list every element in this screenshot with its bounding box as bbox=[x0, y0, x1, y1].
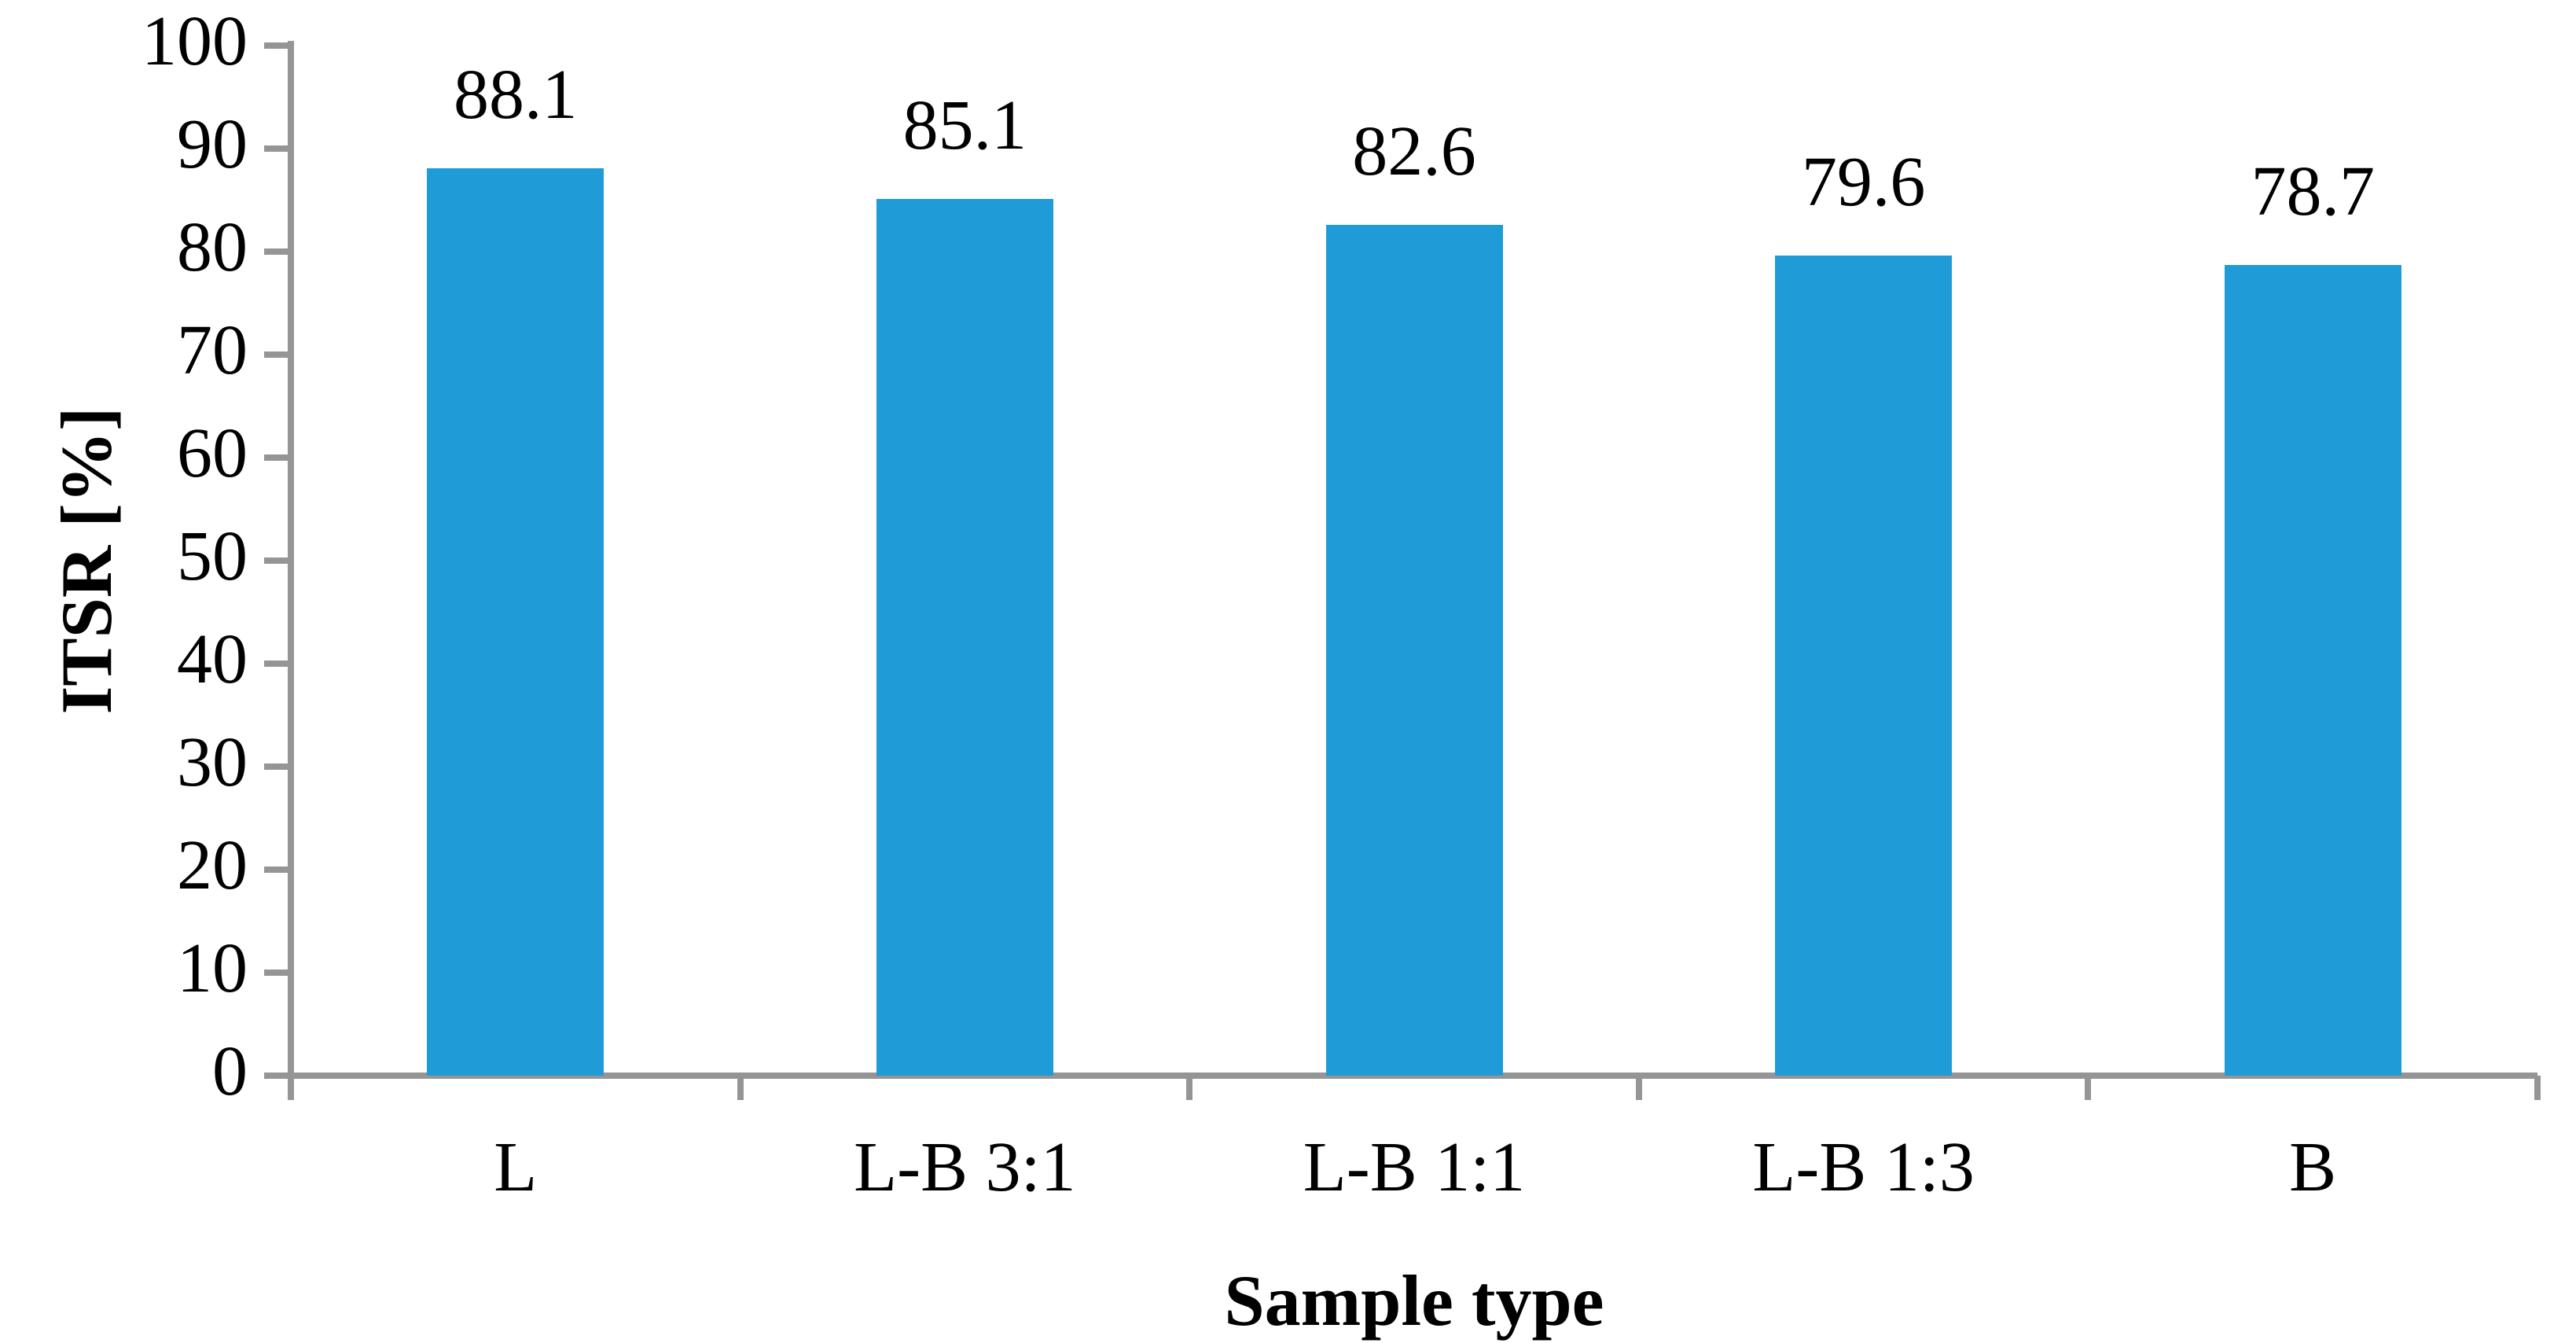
data-label-L-B 1:3: 79.6 bbox=[1801, 143, 1926, 222]
y-tick bbox=[264, 970, 288, 976]
bar-L-B 3:1 bbox=[876, 199, 1053, 1076]
y-tick bbox=[264, 557, 288, 564]
data-label-L-B 3:1: 85.1 bbox=[902, 86, 1027, 165]
x-tick bbox=[2085, 1076, 2092, 1100]
y-tick bbox=[264, 1073, 288, 1079]
category-label-B: B bbox=[2289, 1128, 2337, 1206]
category-label-L-B 1:3: L-B 1:3 bbox=[1752, 1128, 1975, 1206]
y-tick-label: 70 bbox=[177, 311, 248, 389]
y-tick-label: 100 bbox=[141, 2, 248, 80]
y-tick-label: 60 bbox=[177, 414, 248, 492]
x-tick bbox=[1186, 1076, 1193, 1100]
bar-L-B 1:3 bbox=[1775, 256, 1953, 1076]
y-axis-line bbox=[288, 41, 294, 1100]
y-tick-label: 0 bbox=[212, 1032, 248, 1110]
data-label-B: 78.7 bbox=[2251, 153, 2375, 231]
x-tick bbox=[2534, 1076, 2541, 1100]
y-tick-label: 40 bbox=[177, 620, 248, 698]
data-label-L: 88.1 bbox=[454, 55, 578, 134]
x-tick bbox=[1635, 1076, 1642, 1100]
y-tick-label: 50 bbox=[177, 517, 248, 595]
y-tick-label: 90 bbox=[177, 105, 248, 183]
y-tick-label: 80 bbox=[177, 208, 248, 286]
y-tick-label: 10 bbox=[177, 929, 248, 1007]
bar-L bbox=[427, 167, 604, 1076]
y-tick bbox=[264, 660, 288, 667]
y-tick bbox=[264, 42, 288, 49]
y-tick bbox=[264, 248, 288, 255]
data-label-L-B 1:1: 82.6 bbox=[1352, 112, 1476, 190]
x-axis-title: Sample type bbox=[1224, 1260, 1604, 1341]
x-tick bbox=[737, 1076, 744, 1100]
y-tick bbox=[264, 145, 288, 152]
y-tick-label: 20 bbox=[177, 826, 248, 904]
bar-L-B 1:1 bbox=[1325, 224, 1503, 1076]
category-label-L-B 1:1: L-B 1:1 bbox=[1303, 1128, 1526, 1206]
bar-B bbox=[2224, 265, 2401, 1076]
x-tick bbox=[288, 1076, 294, 1100]
y-tick-label: 30 bbox=[177, 723, 248, 801]
y-tick bbox=[264, 351, 288, 358]
y-tick bbox=[264, 454, 288, 461]
category-label-L: L bbox=[494, 1128, 538, 1206]
y-tick bbox=[264, 867, 288, 873]
category-label-L-B 3:1: L-B 3:1 bbox=[854, 1128, 1076, 1206]
x-axis-line bbox=[291, 1073, 2537, 1079]
y-tick bbox=[264, 763, 288, 770]
